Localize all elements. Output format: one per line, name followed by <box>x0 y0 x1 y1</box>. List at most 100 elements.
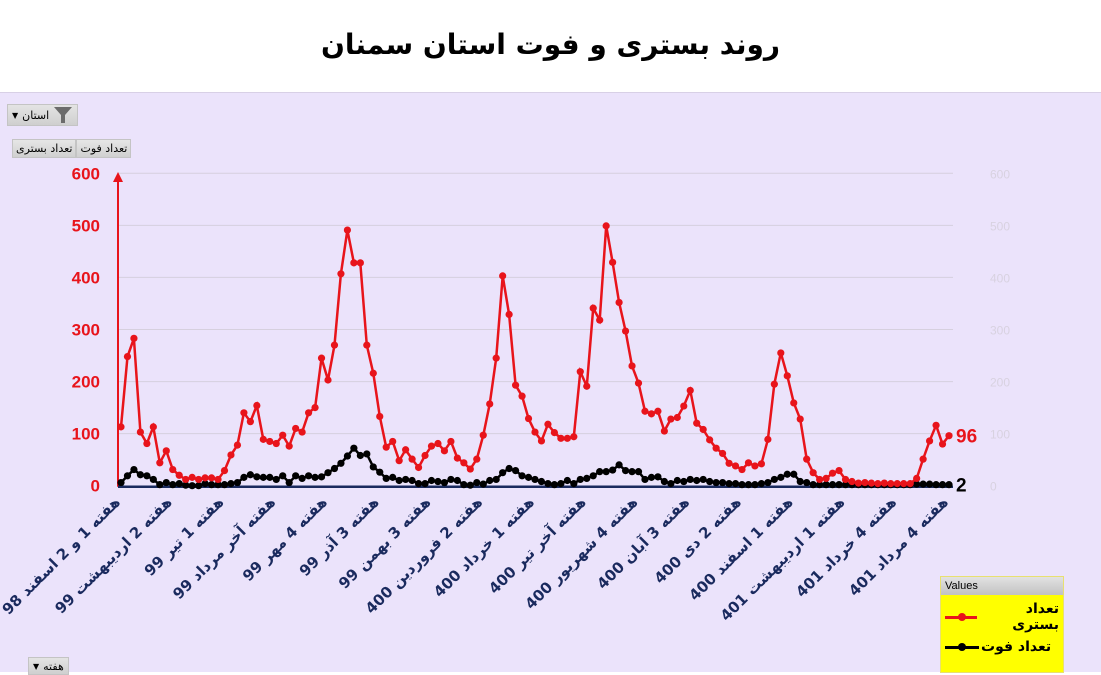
data-point <box>389 437 397 446</box>
data-point <box>557 434 565 442</box>
data-point <box>699 475 707 484</box>
y-tick-label: 600 <box>72 164 100 183</box>
province-filter-button[interactable]: استان ▼ <box>7 104 79 126</box>
data-point <box>259 435 267 443</box>
data-point <box>479 480 487 488</box>
data-point <box>667 480 675 488</box>
legend: Values تعداد بستری تعداد فوت <box>940 576 1064 673</box>
data-point <box>667 415 675 423</box>
data-point <box>596 316 604 324</box>
data-point <box>919 455 927 463</box>
data-point <box>363 450 371 458</box>
data-point <box>434 477 442 486</box>
data-point <box>434 439 442 448</box>
data-point <box>201 480 209 488</box>
legend-swatch-black <box>945 642 979 652</box>
data-point <box>660 477 668 486</box>
data-point <box>408 476 416 485</box>
data-point <box>725 459 733 467</box>
data-point <box>777 349 785 357</box>
data-point <box>518 392 526 400</box>
data-point <box>402 446 410 454</box>
data-point <box>764 435 772 443</box>
data-point <box>835 467 843 475</box>
data-point <box>460 481 468 489</box>
data-point <box>686 475 694 484</box>
data-point <box>453 476 461 485</box>
data-point <box>311 473 319 481</box>
field-button-hospitalized[interactable]: تعداد بستری <box>12 139 77 158</box>
data-point <box>466 481 474 489</box>
data-point <box>143 439 151 448</box>
data-point <box>214 475 222 484</box>
data-point <box>233 478 242 487</box>
data-point <box>770 380 778 388</box>
data-point <box>395 457 403 465</box>
data-point <box>680 402 688 410</box>
value-field-buttons: تعداد بستری تعداد فوت <box>12 139 132 158</box>
data-point <box>253 473 261 481</box>
data-point <box>945 481 953 489</box>
data-point <box>725 480 733 488</box>
data-point <box>207 481 216 489</box>
data-point <box>615 461 623 469</box>
data-point <box>376 468 384 476</box>
data-point <box>932 421 940 429</box>
data-point <box>499 272 507 280</box>
data-point <box>570 433 578 441</box>
data-point <box>925 480 934 488</box>
data-point <box>486 400 494 408</box>
data-point <box>887 480 895 488</box>
y2-tick-label: 400 <box>990 271 1010 285</box>
x-tick-label: هفته 3 آبان 400 <box>593 493 693 593</box>
data-point <box>220 467 229 475</box>
data-point <box>285 442 293 450</box>
y2-tick-label: 600 <box>990 167 1010 181</box>
data-point <box>382 443 390 451</box>
data-point <box>175 471 183 479</box>
data-point <box>492 354 500 362</box>
data-point <box>402 475 410 484</box>
data-point <box>408 455 416 463</box>
data-point <box>660 427 668 435</box>
data-point <box>712 478 720 487</box>
data-point <box>453 454 461 462</box>
y2-tick-label: 0 <box>990 480 997 494</box>
data-point <box>867 479 875 487</box>
data-point <box>654 407 662 415</box>
week-filter-button[interactable]: هفته ▼ <box>28 657 69 675</box>
data-point <box>389 473 397 481</box>
data-point <box>706 477 714 486</box>
x-tick-label: هفته 2 دی 400 <box>651 493 745 587</box>
data-point <box>143 472 151 480</box>
data-point <box>706 436 714 444</box>
data-point <box>324 376 332 384</box>
data-point <box>783 372 791 380</box>
data-point <box>854 479 863 487</box>
data-point <box>292 472 300 480</box>
data-point <box>356 259 364 267</box>
data-point <box>499 469 507 477</box>
data-point <box>835 481 843 489</box>
data-point <box>279 431 287 439</box>
data-point <box>634 468 643 476</box>
data-point <box>350 259 358 267</box>
data-point <box>680 477 688 486</box>
data-point <box>621 467 630 475</box>
data-point <box>117 423 125 431</box>
data-point <box>240 409 248 417</box>
data-point <box>136 471 145 479</box>
data-point <box>583 474 591 483</box>
data-point <box>621 327 630 335</box>
data-point <box>570 480 578 488</box>
data-point <box>641 407 649 415</box>
data-point <box>162 447 170 455</box>
end-data-label: 2 <box>956 476 967 497</box>
data-point <box>524 473 533 481</box>
data-point <box>718 449 727 458</box>
province-filter-label: استان <box>22 108 50 122</box>
data-point <box>123 472 132 480</box>
data-point <box>156 459 164 467</box>
data-point <box>324 469 332 477</box>
field-button-deaths[interactable]: تعداد فوت <box>76 139 132 158</box>
